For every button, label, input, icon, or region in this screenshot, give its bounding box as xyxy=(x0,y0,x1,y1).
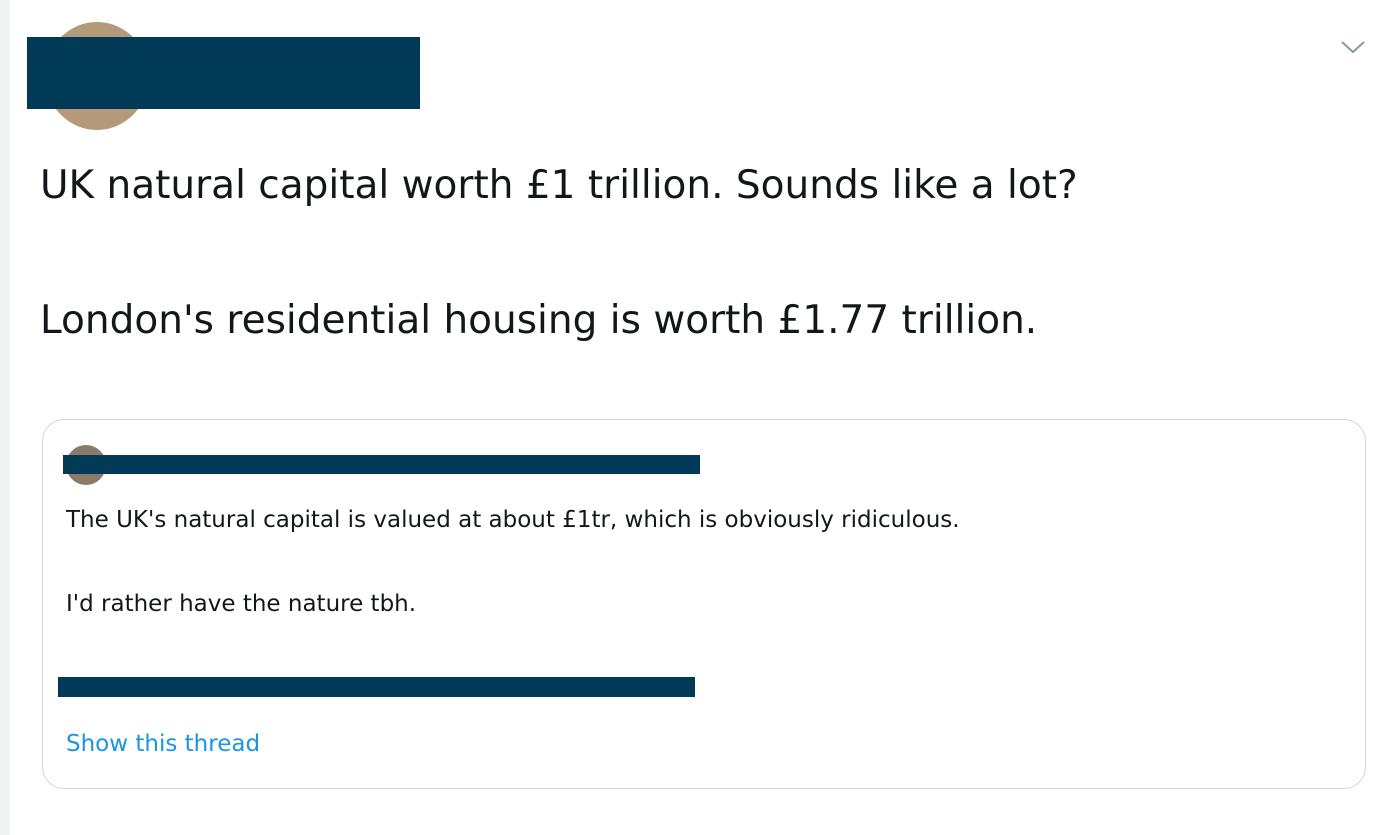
quoted-text: The UK's natural capital is valued at ab… xyxy=(66,507,960,533)
show-thread-link[interactable]: Show this thread xyxy=(66,731,260,757)
tweet-text: UK natural capital worth £1 trillion. So… xyxy=(40,163,1078,208)
menu-chevron[interactable] xyxy=(1340,38,1366,56)
tweet-text: London's residential housing is worth £1… xyxy=(40,298,1037,343)
quoted-text: I'd rather have the nature tbh. xyxy=(66,591,416,617)
redaction xyxy=(27,37,420,109)
left-border xyxy=(0,0,10,835)
redaction xyxy=(63,455,700,474)
page: UK natural capital worth £1 trillion. So… xyxy=(0,0,1379,835)
redaction xyxy=(58,677,695,697)
